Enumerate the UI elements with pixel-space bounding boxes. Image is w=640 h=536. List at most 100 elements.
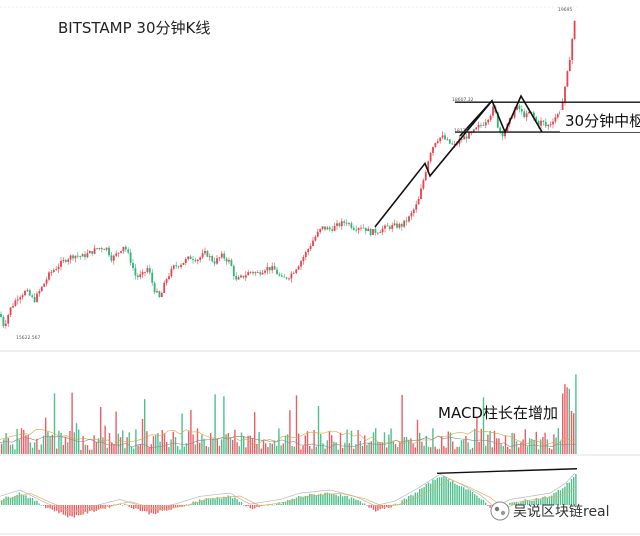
macd-upper-bar <box>271 443 273 454</box>
macd-divergence-line <box>436 468 578 474</box>
candle-body <box>124 246 127 250</box>
macd-lower-bar <box>520 502 522 505</box>
macd-upper-bar <box>16 428 18 454</box>
candle-body <box>518 105 521 110</box>
macd-upper-bar <box>89 449 91 454</box>
macd-lower-bar <box>47 505 49 508</box>
candle-body <box>108 247 110 256</box>
macd-lower-bar <box>203 499 205 505</box>
candle-body <box>156 291 158 293</box>
macd-upper-bar <box>75 423 78 454</box>
candle-body <box>127 249 130 253</box>
macd-lower-bar <box>300 496 302 505</box>
candle-body <box>247 272 250 276</box>
macd-lower-bar <box>427 482 430 505</box>
macd-lower-bar <box>557 489 559 505</box>
macd-upper-bar <box>405 436 408 454</box>
macd-upper-bar <box>148 446 150 454</box>
macd-upper-bar <box>168 447 170 454</box>
candle-body <box>26 290 29 291</box>
candle-body <box>0 313 2 318</box>
candle-body <box>544 121 547 127</box>
macd-lower-bar <box>430 483 432 505</box>
macd-upper-bar <box>438 448 441 454</box>
candle-body <box>288 278 290 280</box>
macd-upper-bar <box>562 393 564 454</box>
candle-body <box>177 266 180 268</box>
candle-body <box>264 270 266 273</box>
macd-lower-bar <box>375 505 377 512</box>
candle-body <box>170 268 173 277</box>
macd-lower-bar <box>531 500 533 505</box>
candle-body <box>148 268 151 273</box>
macd-lower-bar <box>5 496 7 505</box>
candle-body <box>43 283 46 287</box>
macd-upper-bar <box>511 432 513 454</box>
candle-body <box>50 271 53 273</box>
macd-lower-bar <box>86 505 89 514</box>
candle-body <box>201 253 204 258</box>
candle-body <box>468 132 470 139</box>
macd-lower-bar <box>509 502 511 505</box>
candle-body <box>300 261 302 267</box>
watermark-icon-dot2 <box>500 510 506 516</box>
candle-body <box>240 275 242 278</box>
macd-lower-bar <box>524 499 526 505</box>
macd-upper-bar <box>346 429 348 454</box>
macd-lower-bar <box>359 501 361 505</box>
macd-upper-bar <box>100 407 102 454</box>
macd-upper-bar <box>218 445 221 454</box>
rise-stroke <box>374 100 493 228</box>
macd-upper-bar <box>27 435 29 454</box>
candle-body <box>192 259 194 261</box>
macd-lower-bar <box>141 505 144 512</box>
macd-lower-bar <box>25 495 27 505</box>
candle-body <box>561 102 564 112</box>
macd-upper-bar <box>25 435 27 454</box>
macd-upper-bar <box>350 430 353 454</box>
macd-lower-bar <box>456 484 458 505</box>
macd-upper-bar <box>102 437 104 454</box>
macd-lower-bar <box>16 494 18 505</box>
macd-lower-bar <box>152 505 155 514</box>
macd-lower-bar <box>454 483 456 505</box>
macd-lower-bar <box>311 494 313 505</box>
macd-lower-bar <box>254 505 256 509</box>
candle-body <box>168 276 170 280</box>
macd-lower-bar <box>284 501 287 505</box>
macd-upper-bar <box>502 446 504 454</box>
macd-upper-bar <box>67 442 69 454</box>
candle-body <box>441 135 444 138</box>
candle-body <box>132 262 134 269</box>
candle-body <box>204 251 206 254</box>
candle-body <box>187 256 190 260</box>
candle-body <box>336 223 338 226</box>
macd-lower-bar <box>364 503 366 505</box>
macd-lower-bar <box>529 500 531 505</box>
macd-lower-bar <box>306 495 309 505</box>
macd-lower-bar <box>82 505 84 515</box>
candle-body <box>2 317 5 327</box>
macd-lower-bar <box>196 501 199 505</box>
macd-lower-bar <box>234 497 236 505</box>
macd-upper-bar <box>465 436 467 454</box>
macd-lower-bar <box>179 505 181 507</box>
macd-upper-bar <box>60 432 62 454</box>
macd-histogram-upper <box>0 374 577 454</box>
macd-lower-bar <box>157 505 159 513</box>
macd-upper-bar <box>295 395 298 454</box>
macd-lower-bar <box>20 494 23 505</box>
candle-body <box>568 59 571 72</box>
macd-lower-bar <box>177 505 179 508</box>
macd-lower-bar <box>126 504 128 506</box>
macd-lower-bar <box>34 501 36 505</box>
macd-lower-bar <box>553 493 555 505</box>
macd-upper-bar <box>258 432 260 454</box>
macd-lower-bar <box>128 505 130 507</box>
macd-upper-bar <box>97 438 100 454</box>
macd-upper-bar <box>489 430 491 454</box>
candle-body <box>146 268 149 272</box>
macd-lower-bar <box>544 496 546 505</box>
macd-upper-bar <box>414 447 416 454</box>
macd-upper-bar <box>152 436 155 454</box>
